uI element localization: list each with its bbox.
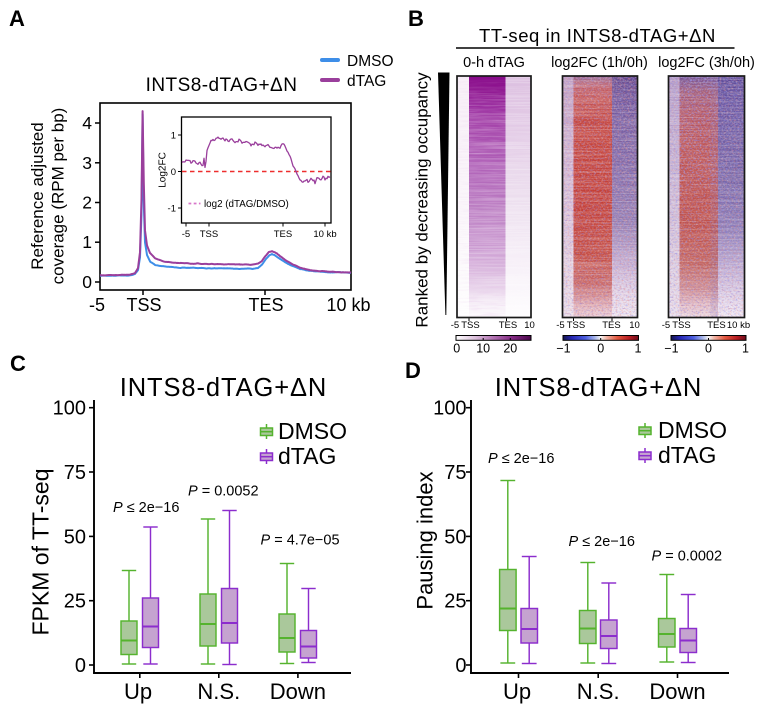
svg-text:TES: TES [602,320,620,331]
svg-text:20: 20 [503,342,517,356]
svg-text:INTS8-dTAG+ΔN: INTS8-dTAG+ΔN [495,374,703,402]
svg-text:0: 0 [171,167,176,178]
svg-text:TES: TES [274,229,292,240]
svg-text:−1: −1 [556,342,570,356]
svg-text:dTAG: dTAG [278,443,336,469]
svg-text:N.S.: N.S. [197,679,240,704]
svg-text:75: 75 [64,462,86,484]
svg-text:0: 0 [75,655,86,677]
svg-text:1: 1 [635,342,642,356]
svg-text:C: C [10,351,26,376]
svg-text:dTAG: dTAG [347,73,386,90]
svg-text:0: 0 [455,655,466,677]
svg-text:A: A [9,6,25,31]
svg-text:TSS: TSS [200,229,218,240]
svg-text:P = 0.0052: P = 0.0052 [188,484,259,500]
svg-text:10: 10 [629,320,640,331]
svg-text:-5: -5 [662,320,670,331]
svg-text:P ≤ 2e−16: P ≤ 2e−16 [113,500,179,516]
svg-text:INTS8-dTAG+ΔN: INTS8-dTAG+ΔN [120,374,328,402]
svg-text:-5: -5 [451,320,459,331]
svg-text:Ranked by decreasing occupancy: Ranked by decreasing occupancy [413,72,432,328]
svg-text:N.S.: N.S. [577,679,620,704]
svg-text:DMSO: DMSO [658,417,727,443]
svg-text:25: 25 [64,591,86,613]
svg-text:50: 50 [64,526,86,548]
svg-text:P ≤ 2e−16: P ≤ 2e−16 [569,534,635,550]
svg-text:B: B [408,6,424,31]
svg-text:50: 50 [444,526,466,548]
svg-text:10: 10 [524,320,535,331]
svg-text:Log2FC: Log2FC [158,152,169,188]
svg-text:-5: -5 [182,229,190,240]
svg-text:Down: Down [270,679,326,704]
svg-text:FPKM of TT-seq: FPKM of TT-seq [28,468,54,635]
svg-text:100: 100 [53,398,86,420]
svg-text:log2 (dTAG/DMSO): log2 (dTAG/DMSO) [204,199,289,210]
svg-text:10 kb: 10 kb [313,229,336,240]
svg-text:0: 0 [453,342,460,356]
svg-text:Up: Up [124,679,152,704]
svg-text:Down: Down [649,679,705,704]
svg-text:1: 1 [171,131,176,142]
svg-text:log2FC (3h/0h): log2FC (3h/0h) [658,55,755,71]
svg-text:1: 1 [742,342,749,356]
svg-text:DMSO: DMSO [347,53,394,70]
svg-text:10 kb: 10 kb [326,295,370,315]
svg-text:0: 0 [597,342,604,356]
svg-text:0-h dTAG: 0-h dTAG [463,55,525,71]
svg-text:D: D [405,358,421,383]
svg-text:3: 3 [82,153,92,173]
svg-text:TSS: TSS [461,320,479,331]
svg-text:0: 0 [705,342,712,356]
svg-text:-5: -5 [89,295,105,315]
svg-text:P ≤ 2e−16: P ≤ 2e−16 [488,451,554,467]
svg-text:INTS8-dTAG+ΔN: INTS8-dTAG+ΔN [146,75,298,96]
svg-text:75: 75 [444,462,466,484]
svg-text:TSS: TSS [672,320,690,331]
svg-text:100: 100 [433,398,466,420]
svg-text:P = 0.0002: P = 0.0002 [652,549,723,565]
svg-text:dTAG: dTAG [658,442,716,468]
svg-text:10: 10 [476,342,490,356]
svg-text:0: 0 [82,272,92,292]
svg-text:1: 1 [82,232,92,252]
svg-text:-5: -5 [556,320,564,331]
svg-text:10 kb: 10 kb [727,320,750,331]
svg-text:TSS: TSS [567,320,585,331]
svg-text:DMSO: DMSO [278,418,347,444]
svg-text:TSS: TSS [126,295,161,315]
svg-text:TES: TES [499,320,517,331]
svg-text:−1: −1 [664,342,678,356]
svg-text:-1: -1 [168,204,176,215]
svg-text:TES: TES [707,320,725,331]
svg-text:Up: Up [503,679,531,704]
svg-text:TT-seq in INTS8-dTAG+ΔN: TT-seq in INTS8-dTAG+ΔN [479,25,716,46]
svg-text:P = 4.7e−05: P = 4.7e−05 [261,533,340,549]
svg-text:Reference adjustedcoverage (RP: Reference adjustedcoverage (RPM per bp) [28,108,68,285]
svg-text:log2FC (1h/0h): log2FC (1h/0h) [551,55,648,71]
svg-text:Pausing index: Pausing index [413,471,438,609]
svg-text:2: 2 [82,193,92,213]
svg-text:4: 4 [82,113,92,133]
svg-text:25: 25 [444,591,466,613]
svg-text:TES: TES [248,295,283,315]
